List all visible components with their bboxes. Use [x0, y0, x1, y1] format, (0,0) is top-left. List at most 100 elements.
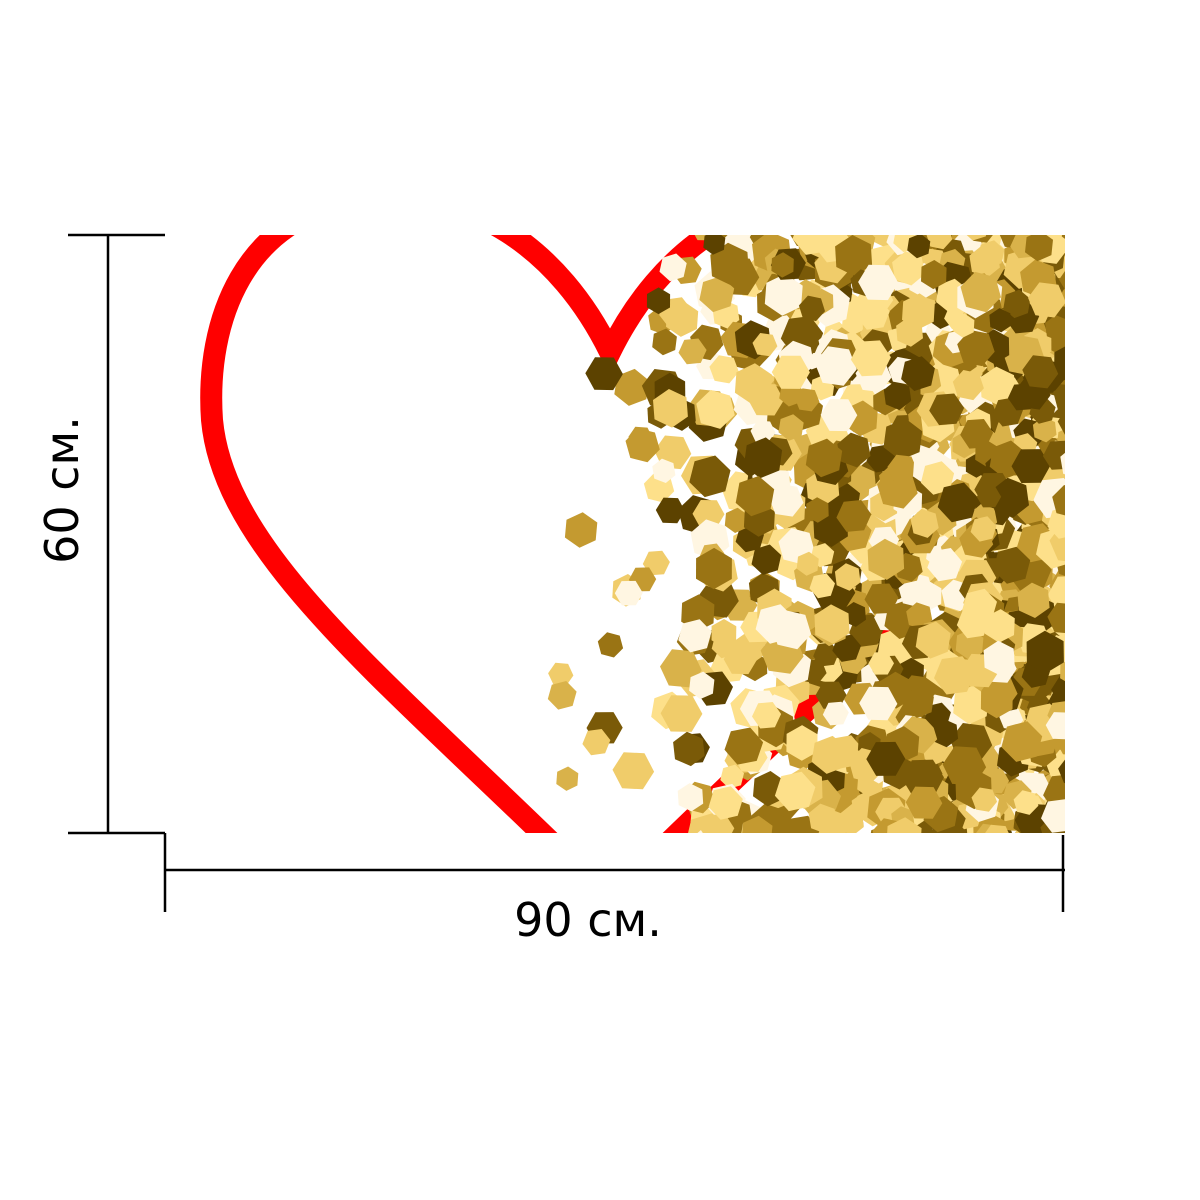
sequin	[985, 824, 1009, 833]
sequin	[743, 437, 783, 479]
sequin	[1060, 282, 1065, 305]
sequin	[927, 548, 963, 582]
sequin	[934, 656, 975, 695]
sequin	[887, 817, 922, 833]
sequin	[1061, 235, 1065, 239]
sequin	[850, 340, 891, 377]
sequin	[1060, 661, 1065, 682]
sequin	[1067, 793, 1092, 820]
sequin	[856, 298, 890, 330]
sequin	[907, 235, 931, 259]
sequin	[926, 235, 953, 250]
sequin	[720, 764, 744, 789]
sequin	[910, 508, 939, 538]
sequin	[769, 484, 804, 517]
sequin	[699, 276, 735, 313]
sequin	[1052, 485, 1065, 516]
sequin	[953, 685, 989, 725]
sequin	[1060, 699, 1065, 721]
sequin	[956, 607, 990, 639]
sequin	[1028, 282, 1065, 318]
sequin	[548, 662, 574, 686]
sequin	[755, 604, 795, 644]
sequin	[585, 357, 623, 391]
sequin	[820, 399, 858, 432]
sequin	[896, 317, 923, 347]
sequin	[887, 454, 918, 483]
sequin	[822, 701, 849, 726]
sequin	[980, 366, 1016, 406]
sequin	[1013, 790, 1039, 815]
sequin	[984, 609, 1015, 643]
sequin	[1042, 440, 1065, 470]
sequin	[677, 783, 704, 812]
sequin	[892, 251, 925, 286]
sequin	[1063, 567, 1065, 585]
sequin	[843, 602, 866, 627]
sequin	[703, 235, 726, 255]
sequin	[805, 438, 843, 478]
sequin	[957, 329, 995, 367]
sequin	[1057, 409, 1065, 435]
sequin	[809, 573, 835, 599]
sequin	[678, 338, 707, 365]
sequin	[905, 786, 943, 819]
sequin	[771, 355, 810, 389]
sequin	[835, 235, 873, 277]
sequin	[966, 235, 987, 241]
sequin	[971, 787, 997, 812]
sequin	[1061, 771, 1065, 788]
sequin	[547, 681, 577, 710]
sequin	[660, 695, 703, 732]
sequin	[653, 389, 688, 428]
sequin	[774, 771, 816, 812]
sequin	[980, 681, 1013, 719]
sequin	[1014, 831, 1030, 833]
sequin	[764, 273, 803, 316]
sequin	[983, 640, 1015, 676]
sequin	[977, 240, 1005, 268]
sequin	[1051, 671, 1065, 710]
sequin	[614, 368, 650, 406]
sequin	[1026, 630, 1064, 674]
sequin	[724, 507, 748, 533]
sequin	[710, 242, 749, 286]
sequin	[883, 380, 912, 410]
sequin	[858, 264, 899, 301]
sequin	[929, 393, 965, 426]
sequin	[1047, 507, 1065, 539]
sequin	[952, 370, 984, 401]
sequin	[838, 808, 864, 833]
sequin	[836, 500, 872, 532]
sequin	[989, 308, 1012, 333]
sequin	[960, 271, 1001, 313]
sequin	[811, 735, 848, 774]
sequin	[659, 253, 687, 282]
sequin	[1062, 492, 1065, 508]
sequin	[970, 516, 997, 542]
sequin	[866, 444, 896, 473]
sequin	[1001, 721, 1043, 762]
sequin	[724, 727, 764, 765]
sequin	[652, 328, 677, 356]
sequin	[901, 356, 935, 391]
sequin	[1058, 759, 1065, 784]
sequin	[750, 420, 776, 444]
sequin	[834, 563, 861, 591]
sequin	[1065, 717, 1094, 747]
sequin	[771, 252, 794, 278]
sequin	[655, 497, 685, 524]
sequin	[914, 580, 942, 612]
sequin	[937, 482, 979, 523]
sequin	[993, 546, 1031, 584]
sequin	[612, 752, 655, 790]
sequin	[689, 671, 715, 700]
sequin	[1061, 773, 1065, 791]
sequin	[798, 295, 825, 322]
sequin	[734, 363, 772, 405]
sequin	[867, 538, 905, 580]
sequin	[1068, 827, 1091, 851]
sequin	[628, 426, 653, 449]
sequin	[1003, 289, 1031, 319]
